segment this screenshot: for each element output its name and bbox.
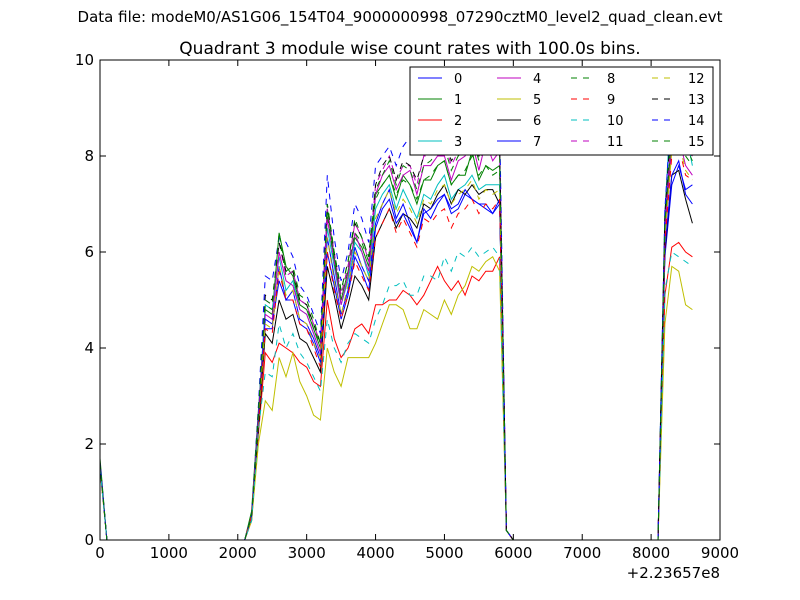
x-tick-label: 1000 [150, 544, 188, 562]
legend-label-14: 14 [688, 114, 705, 129]
legend-label-9: 9 [607, 93, 615, 108]
x-tick-label: 5000 [425, 544, 463, 562]
y-tick-label: 4 [84, 339, 94, 357]
series-line-10 [99, 246, 693, 541]
series-line-9 [99, 145, 693, 541]
legend-label-4: 4 [533, 72, 541, 87]
x-tick-label: 3000 [288, 544, 326, 562]
legend-label-10: 10 [607, 114, 624, 129]
x-tick-label: 6000 [494, 544, 532, 562]
series-line-2 [99, 241, 693, 541]
x-offset-label: +2.23657e8 [627, 564, 720, 582]
series-line-12 [99, 140, 693, 541]
x-tick-label: 2000 [219, 544, 257, 562]
y-tick-label: 6 [84, 243, 94, 261]
series-line-4 [99, 135, 693, 541]
y-tick-label: 0 [84, 531, 94, 549]
plot-frame [99, 59, 721, 541]
x-tick-label: 0 [95, 544, 105, 562]
series-line-13 [99, 107, 693, 541]
x-axis: 0 1000 2000 3000 4000 5000 6000 7000 8000 9000 [95, 60, 739, 562]
legend-label-7: 7 [533, 135, 541, 150]
legend-label-8: 8 [607, 72, 615, 87]
x-tick-label: 7000 [563, 544, 601, 562]
x-tick-label: 8000 [632, 544, 670, 562]
plot-series [99, 87, 693, 541]
y-tick-label: 2 [84, 435, 94, 453]
legend-label-1: 1 [454, 93, 462, 108]
x-tick-label: 4000 [356, 544, 394, 562]
legend-label-0: 0 [454, 72, 462, 87]
legend-label-12: 12 [688, 72, 705, 87]
legend-label-5: 5 [533, 93, 541, 108]
legend-label-6: 6 [533, 114, 541, 129]
series-line-3 [99, 87, 693, 541]
legend-label-15: 15 [688, 135, 705, 150]
legend-label-3: 3 [454, 135, 462, 150]
series-line-6 [99, 169, 693, 541]
legend-label-2: 2 [454, 114, 462, 129]
chart-title: Quadrant 3 module wise count rates with … [179, 39, 640, 59]
legend-box [409, 66, 714, 156]
x-tick-label: 9000 [701, 544, 739, 562]
figure-suptitle: Data file: modeM0/AS1G06_154T04_90000009… [77, 8, 723, 26]
y-tick-label: 8 [84, 147, 94, 165]
series-line-14 [99, 88, 693, 541]
legend-label-11: 11 [607, 135, 624, 150]
y-tick-label: 10 [75, 51, 94, 69]
legend-label-13: 13 [688, 93, 705, 108]
